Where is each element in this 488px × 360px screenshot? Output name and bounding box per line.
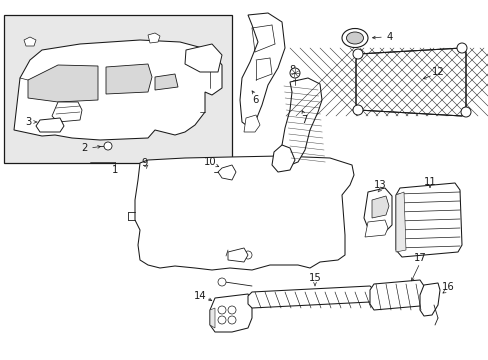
Ellipse shape [341, 28, 367, 48]
Text: 15: 15 [308, 273, 321, 283]
Polygon shape [227, 248, 247, 262]
Polygon shape [364, 220, 387, 237]
Polygon shape [135, 156, 353, 270]
Text: 14: 14 [193, 291, 206, 301]
Polygon shape [282, 78, 321, 165]
Polygon shape [218, 165, 236, 180]
Circle shape [460, 107, 470, 117]
Polygon shape [395, 183, 461, 257]
Text: 9: 9 [142, 158, 148, 168]
Circle shape [352, 49, 362, 59]
Polygon shape [28, 65, 98, 102]
Circle shape [104, 142, 112, 150]
Polygon shape [419, 283, 439, 316]
Polygon shape [355, 48, 465, 116]
Text: 6: 6 [251, 95, 258, 105]
Circle shape [227, 306, 236, 314]
Polygon shape [52, 102, 82, 122]
Polygon shape [106, 64, 152, 94]
Polygon shape [209, 308, 215, 328]
Polygon shape [148, 33, 160, 43]
Polygon shape [155, 74, 178, 90]
Circle shape [456, 43, 466, 53]
Polygon shape [247, 286, 373, 308]
Circle shape [218, 316, 225, 324]
Polygon shape [355, 48, 465, 116]
Polygon shape [369, 280, 423, 310]
Circle shape [289, 68, 299, 78]
Circle shape [218, 306, 225, 314]
Polygon shape [209, 294, 251, 332]
Circle shape [244, 251, 251, 259]
Text: 10: 10 [203, 157, 216, 167]
Text: 1: 1 [112, 165, 118, 175]
Text: 16: 16 [441, 282, 453, 292]
Text: 17: 17 [413, 253, 426, 263]
Polygon shape [363, 188, 391, 232]
Text: 3: 3 [25, 117, 31, 127]
Polygon shape [36, 118, 64, 132]
Polygon shape [240, 13, 285, 128]
Circle shape [227, 316, 236, 324]
Polygon shape [395, 192, 405, 252]
Polygon shape [24, 37, 36, 46]
Text: 11: 11 [423, 177, 435, 187]
Polygon shape [184, 44, 222, 72]
Text: 12: 12 [431, 67, 444, 77]
Polygon shape [14, 40, 222, 140]
Text: 5: 5 [200, 47, 206, 57]
Text: 2: 2 [81, 143, 87, 153]
Text: 4: 4 [386, 32, 392, 42]
Polygon shape [371, 196, 388, 218]
Polygon shape [244, 115, 260, 132]
Text: 7: 7 [300, 115, 306, 125]
Circle shape [352, 105, 362, 115]
Circle shape [218, 278, 225, 286]
Text: 8: 8 [288, 65, 295, 75]
Polygon shape [271, 145, 294, 172]
Ellipse shape [346, 32, 363, 44]
Text: 13: 13 [373, 180, 386, 190]
Bar [4, 15, 231, 163]
